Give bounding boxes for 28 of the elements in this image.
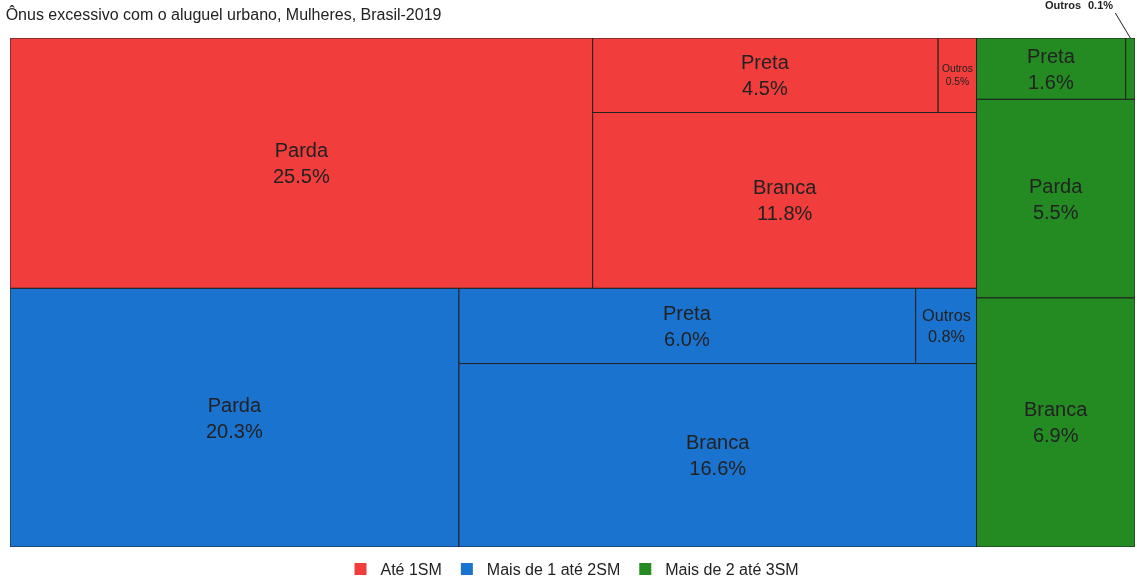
legend-label: Até 1SM bbox=[380, 561, 442, 579]
category-label: Parda bbox=[274, 139, 329, 161]
text: Ônus excessivo com o aluguel urbano, Mulheres, Brasil-2019 bbox=[5, 5, 442, 24]
category-label: Outros bbox=[942, 63, 973, 74]
category-label: Preta bbox=[1027, 45, 1075, 67]
data-label: 5.5% bbox=[1032, 201, 1079, 223]
data-label: 25.5% bbox=[273, 165, 330, 187]
category-label: Outros bbox=[1045, 0, 1082, 11]
category-label: Branca bbox=[753, 176, 818, 198]
category-label: Branca bbox=[1024, 398, 1088, 420]
category-label: Preta bbox=[741, 51, 790, 73]
data-label: 16.6% bbox=[689, 457, 747, 479]
legend-label: Mais de 2 até 3SM bbox=[665, 561, 799, 579]
data-label: 11.8% bbox=[757, 202, 813, 224]
data-label: 0.5% bbox=[945, 76, 970, 88]
data-label: 0.8% bbox=[927, 327, 966, 346]
category-label: Parda bbox=[207, 394, 262, 416]
data-label: 6.0% bbox=[664, 328, 710, 350]
legend-label: Mais de 1 até 2SM bbox=[486, 561, 621, 579]
category-label: Branca bbox=[686, 431, 750, 453]
category-label: Preta bbox=[663, 302, 711, 324]
data-label: 6.9% bbox=[1032, 424, 1079, 446]
data-label: 20.3% bbox=[206, 420, 263, 442]
data-label: 0.1% bbox=[1088, 0, 1114, 11]
category-label: Outros bbox=[922, 306, 971, 324]
data-label: 4.5% bbox=[742, 77, 788, 99]
data-label: 1.6% bbox=[1028, 71, 1074, 93]
category-label: Parda bbox=[1029, 175, 1083, 197]
